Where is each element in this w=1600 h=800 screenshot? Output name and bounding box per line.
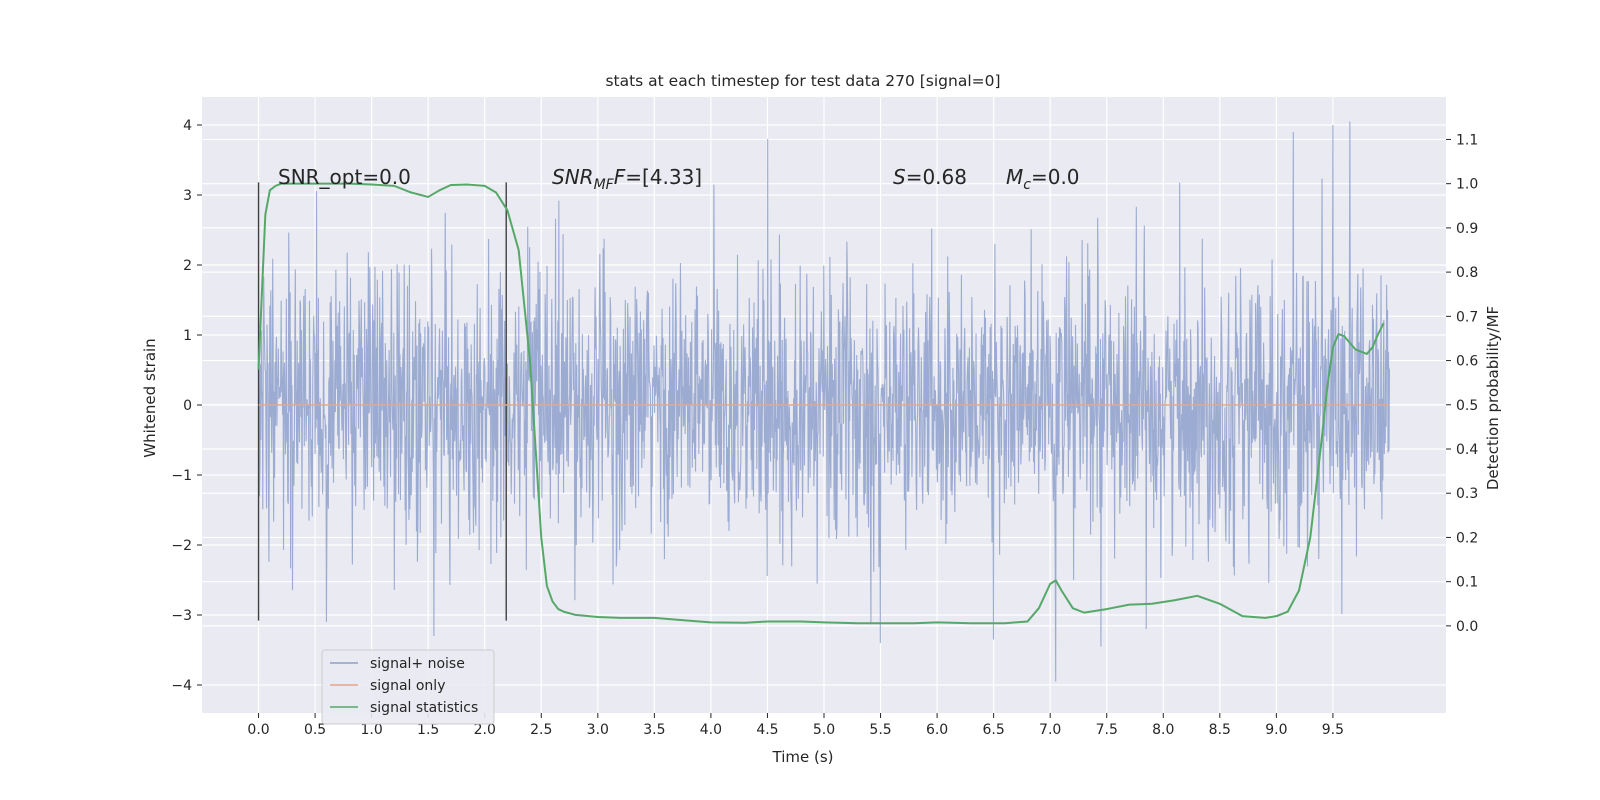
x-tick-label: 9.5 xyxy=(1322,722,1344,738)
x-tick-label: 1.5 xyxy=(417,722,439,738)
y2-axis-label: Detection probability/MF xyxy=(1484,306,1502,490)
vertical-markers xyxy=(257,182,507,621)
x-tick-label: 2.5 xyxy=(530,722,552,738)
snr-mf-value: =[4.33] xyxy=(625,165,702,189)
legend: signal+ noise signal only signal statist… xyxy=(321,649,495,725)
y2-tick-label: 0.8 xyxy=(1456,265,1478,281)
x-tick-label: 1.0 xyxy=(361,722,383,738)
annotation-mc: Mc=0.0 xyxy=(1006,165,1080,193)
y2-tick-label: 0.0 xyxy=(1456,619,1478,635)
y-tick-label: 0 xyxy=(183,398,192,414)
chart-title: stats at each timestep for test data 270… xyxy=(605,72,1000,90)
x-tick-label: 8.0 xyxy=(1152,722,1174,738)
y2-tick-label: 0.5 xyxy=(1456,398,1478,414)
x-tick-label: 0.5 xyxy=(304,722,326,738)
x-tick-label: 7.5 xyxy=(1096,722,1118,738)
y-tick-label: −2 xyxy=(171,538,192,554)
x-tick-label: 4.0 xyxy=(700,722,722,738)
y2-tick-label: 1.1 xyxy=(1456,132,1478,148)
annotation-s: S=0.68 xyxy=(893,165,967,189)
y-tick-label: −4 xyxy=(171,678,192,694)
noise-trace-layer xyxy=(258,121,1390,682)
s-value: =0.68 xyxy=(906,165,967,189)
y2-tick-label: 0.7 xyxy=(1456,309,1478,325)
legend-label-statistics: signal statistics xyxy=(370,700,478,716)
legend-box xyxy=(321,649,495,725)
x-axis-label: Time (s) xyxy=(772,748,834,766)
y-tick-label: −3 xyxy=(171,608,192,624)
y-tick-label: 3 xyxy=(183,188,192,204)
x-tick-label: 5.5 xyxy=(869,722,891,738)
snr-mf-symbol: SNR xyxy=(552,165,594,189)
x-tick-label: 6.0 xyxy=(926,722,948,738)
y2-tick-label: 0.6 xyxy=(1456,354,1478,370)
s-symbol: S xyxy=(893,165,906,189)
x-tick-label: 2.0 xyxy=(474,722,496,738)
y2-tick-label: 0.1 xyxy=(1456,575,1478,591)
mc-value: =0.0 xyxy=(1031,165,1080,189)
y2-tick-label: 0.3 xyxy=(1456,486,1478,502)
x-tick-label: 6.5 xyxy=(983,722,1005,738)
mc-subscript: c xyxy=(1023,177,1031,193)
signal-statistics-line xyxy=(257,182,1385,625)
snr-mf-subscript: MF xyxy=(594,177,615,193)
statistic-curve-layer xyxy=(257,182,1385,625)
y-axis-label: Whitened strain xyxy=(141,338,159,457)
x-tick-label: 9.0 xyxy=(1265,722,1287,738)
x-tick-label: 7.0 xyxy=(1039,722,1061,738)
y2-tick-label: 0.2 xyxy=(1456,530,1478,546)
noise-trace-line xyxy=(258,121,1390,682)
y-tick-label: 4 xyxy=(183,118,192,134)
annotation-snr-mf: SNRMFF=[4.33] xyxy=(552,165,702,193)
x-tick-label: 3.5 xyxy=(643,722,665,738)
y-tick-label: 1 xyxy=(183,328,192,344)
x-tick-label: 5.0 xyxy=(813,722,835,738)
y2-tick-label: 1.0 xyxy=(1456,177,1478,193)
x-tick-label: 4.5 xyxy=(756,722,778,738)
x-tick-label: 8.5 xyxy=(1209,722,1231,738)
annotation-snr-opt: SNR_opt=0.0 xyxy=(278,165,411,189)
tick-labels: 0.0 0.5 1.0 1.5 2.0 2.5 3.0 3.5 4.0 4.5 5.0 5.5 6.0 6… xyxy=(171,118,1478,738)
x-tick-label: 0.0 xyxy=(247,722,269,738)
y-tick-label: 2 xyxy=(183,258,192,274)
legend-label-signal: signal only xyxy=(370,678,445,694)
y2-tick-label: 0.9 xyxy=(1456,221,1478,237)
y-tick-label: −1 xyxy=(171,468,192,484)
y2-tick-label: 0.4 xyxy=(1456,442,1478,458)
x-tick-label: 3.0 xyxy=(587,722,609,738)
legend-label-noise: signal+ noise xyxy=(370,656,465,672)
mc-symbol: M xyxy=(1006,165,1023,189)
snr-mf-f: F xyxy=(614,165,626,189)
